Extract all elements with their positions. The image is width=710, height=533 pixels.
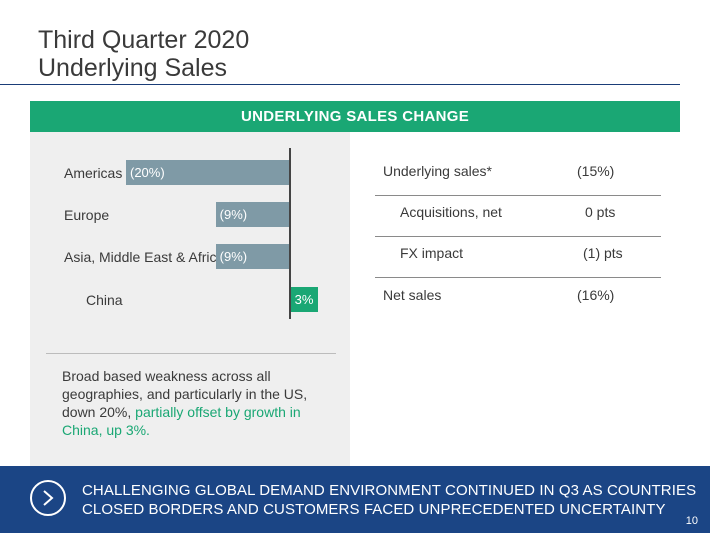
row-label: Acquisitions, net (400, 204, 502, 220)
row-label: Net sales (383, 287, 442, 303)
page-number: 10 (685, 515, 698, 527)
title-line-2: Underlying Sales (38, 54, 227, 82)
bar-label-americas: Americas (64, 165, 123, 181)
bar-china: 3% (290, 287, 318, 312)
table-row-underlying: Underlying sales* (15%) (375, 154, 661, 196)
bar-label-amea: Asia, Middle East & Africa (64, 249, 225, 265)
table-row-acquisitions: Acquisitions, net 0 pts (375, 195, 661, 237)
section-banner: UNDERLYING SALES CHANGE (30, 101, 680, 132)
footer-message: CHALLENGING GLOBAL DEMAND ENVIRONMENT CO… (82, 481, 697, 519)
footer-line-2: CLOSED BORDERS AND CUSTOMERS FACED UNPRE… (82, 501, 666, 518)
row-value: (15%) (577, 163, 615, 179)
chart-zero-axis (289, 148, 291, 319)
table-row-fx: FX impact (1) pts (375, 236, 661, 278)
footer-banner: CHALLENGING GLOBAL DEMAND ENVIRONMENT CO… (0, 466, 710, 533)
bar-label-europe: Europe (64, 207, 110, 223)
bar-americas: (20%) (126, 160, 289, 185)
footer-line-1: CHALLENGING GLOBAL DEMAND ENVIRONMENT CO… (82, 482, 697, 499)
row-value: 0 pts (585, 204, 616, 220)
row-label: Underlying sales* (383, 163, 492, 179)
chevron-right-icon (30, 480, 66, 516)
page-title: Third Quarter 2020 Underlying Sales (38, 26, 249, 82)
note-text: Broad based weakness across all geograph… (62, 368, 308, 420)
panel-divider (46, 353, 336, 354)
bar-amea: (9%) (215, 244, 289, 269)
bar-europe: (9%) (215, 202, 289, 227)
note-highlight: partially offset by growth in China, up … (62, 404, 301, 438)
title-divider (0, 84, 680, 85)
commentary-note: Broad based weakness across all geograph… (62, 367, 312, 439)
table-row-net-sales: Net sales (16%) (375, 278, 661, 320)
row-label: FX impact (400, 245, 464, 261)
row-value: (16%) (577, 287, 615, 303)
bar-label-china: China (86, 292, 123, 308)
row-value: (1) pts (583, 245, 623, 261)
title-line-1: Third Quarter 2020 (38, 26, 250, 54)
